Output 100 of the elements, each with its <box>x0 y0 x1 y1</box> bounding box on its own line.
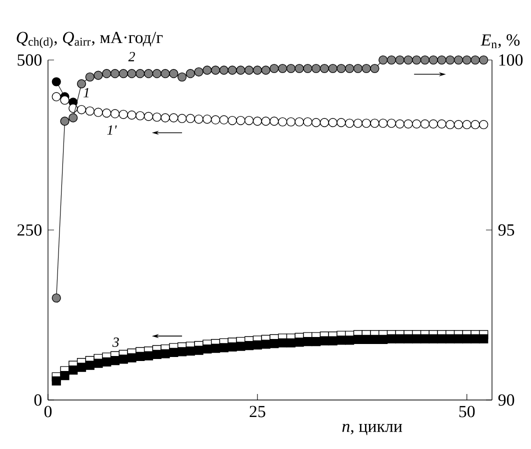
point <box>202 114 212 124</box>
point <box>454 55 464 65</box>
point <box>470 120 480 130</box>
point <box>160 113 170 122</box>
point <box>386 334 396 344</box>
point <box>462 120 472 130</box>
point <box>404 334 413 344</box>
point <box>328 118 338 128</box>
point <box>252 340 262 350</box>
point <box>127 353 136 362</box>
point <box>68 113 78 122</box>
point <box>244 66 254 75</box>
point <box>76 362 86 372</box>
point <box>110 356 120 366</box>
point <box>219 343 228 352</box>
point <box>261 116 270 126</box>
point <box>395 119 404 128</box>
point <box>85 360 94 370</box>
point <box>395 55 404 65</box>
x-tick-label: 50 <box>459 406 475 418</box>
point <box>479 334 488 344</box>
point <box>312 64 321 74</box>
point <box>370 118 380 128</box>
point <box>94 70 103 80</box>
point <box>136 352 145 362</box>
y2-tick-label: 90 <box>498 394 514 406</box>
point <box>454 120 464 130</box>
y2-tick-label: 100 <box>499 54 523 66</box>
point <box>60 116 70 126</box>
point <box>270 64 279 74</box>
point <box>169 348 178 357</box>
point <box>470 55 480 65</box>
point <box>211 344 220 353</box>
point <box>152 69 162 78</box>
point <box>378 55 388 65</box>
point <box>177 347 187 356</box>
point <box>446 120 455 130</box>
y-axis-title: Q$_{ch(d)}$, Q$_{airr}$, мА·год/г <box>16 32 163 48</box>
point <box>312 336 321 346</box>
point <box>345 336 354 345</box>
point <box>76 79 86 88</box>
point <box>219 66 228 75</box>
point <box>52 77 61 86</box>
series-label: 1 <box>84 88 89 98</box>
point <box>202 344 212 354</box>
point <box>194 114 204 124</box>
point <box>261 340 270 349</box>
point <box>228 66 237 75</box>
point <box>294 338 304 347</box>
point <box>68 366 78 375</box>
point <box>278 338 288 348</box>
point <box>320 118 329 128</box>
point <box>303 64 312 74</box>
point <box>362 118 371 128</box>
point <box>102 69 112 78</box>
point <box>470 334 480 344</box>
x-tick-label: 0 <box>44 406 52 418</box>
point <box>312 118 321 128</box>
point <box>286 338 296 348</box>
point <box>52 293 61 303</box>
point <box>236 342 246 351</box>
point <box>60 96 70 105</box>
point <box>462 55 472 65</box>
point <box>294 117 304 126</box>
point <box>446 334 455 344</box>
point <box>270 116 279 126</box>
point <box>236 66 246 75</box>
point <box>202 66 212 75</box>
point <box>303 336 312 346</box>
point <box>211 66 220 75</box>
point <box>437 55 446 65</box>
point <box>136 111 145 120</box>
x-axis-title: n, цикли <box>342 424 402 436</box>
point <box>454 334 464 344</box>
point <box>144 351 154 360</box>
point <box>336 118 346 128</box>
series-label: 2 <box>128 52 135 62</box>
point <box>336 336 346 345</box>
point <box>345 64 354 74</box>
point <box>303 117 312 126</box>
y-tick-label: 0 <box>34 394 42 406</box>
point <box>169 69 178 78</box>
point <box>412 334 422 344</box>
point <box>261 66 270 75</box>
point <box>479 120 488 130</box>
point <box>160 69 170 78</box>
point <box>152 112 162 122</box>
point <box>160 349 170 358</box>
point <box>60 370 70 380</box>
point <box>118 354 128 364</box>
point <box>94 358 103 368</box>
point <box>378 334 388 344</box>
point <box>446 55 455 65</box>
series-label: 1' <box>107 125 117 135</box>
point <box>294 64 304 74</box>
point <box>244 341 254 350</box>
point <box>404 55 413 65</box>
point <box>169 113 178 122</box>
point <box>244 116 254 126</box>
point <box>102 108 112 118</box>
